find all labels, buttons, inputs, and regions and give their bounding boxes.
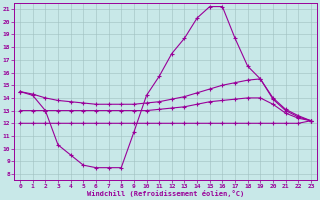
X-axis label: Windchill (Refroidissement éolien,°C): Windchill (Refroidissement éolien,°C) — [87, 190, 244, 197]
